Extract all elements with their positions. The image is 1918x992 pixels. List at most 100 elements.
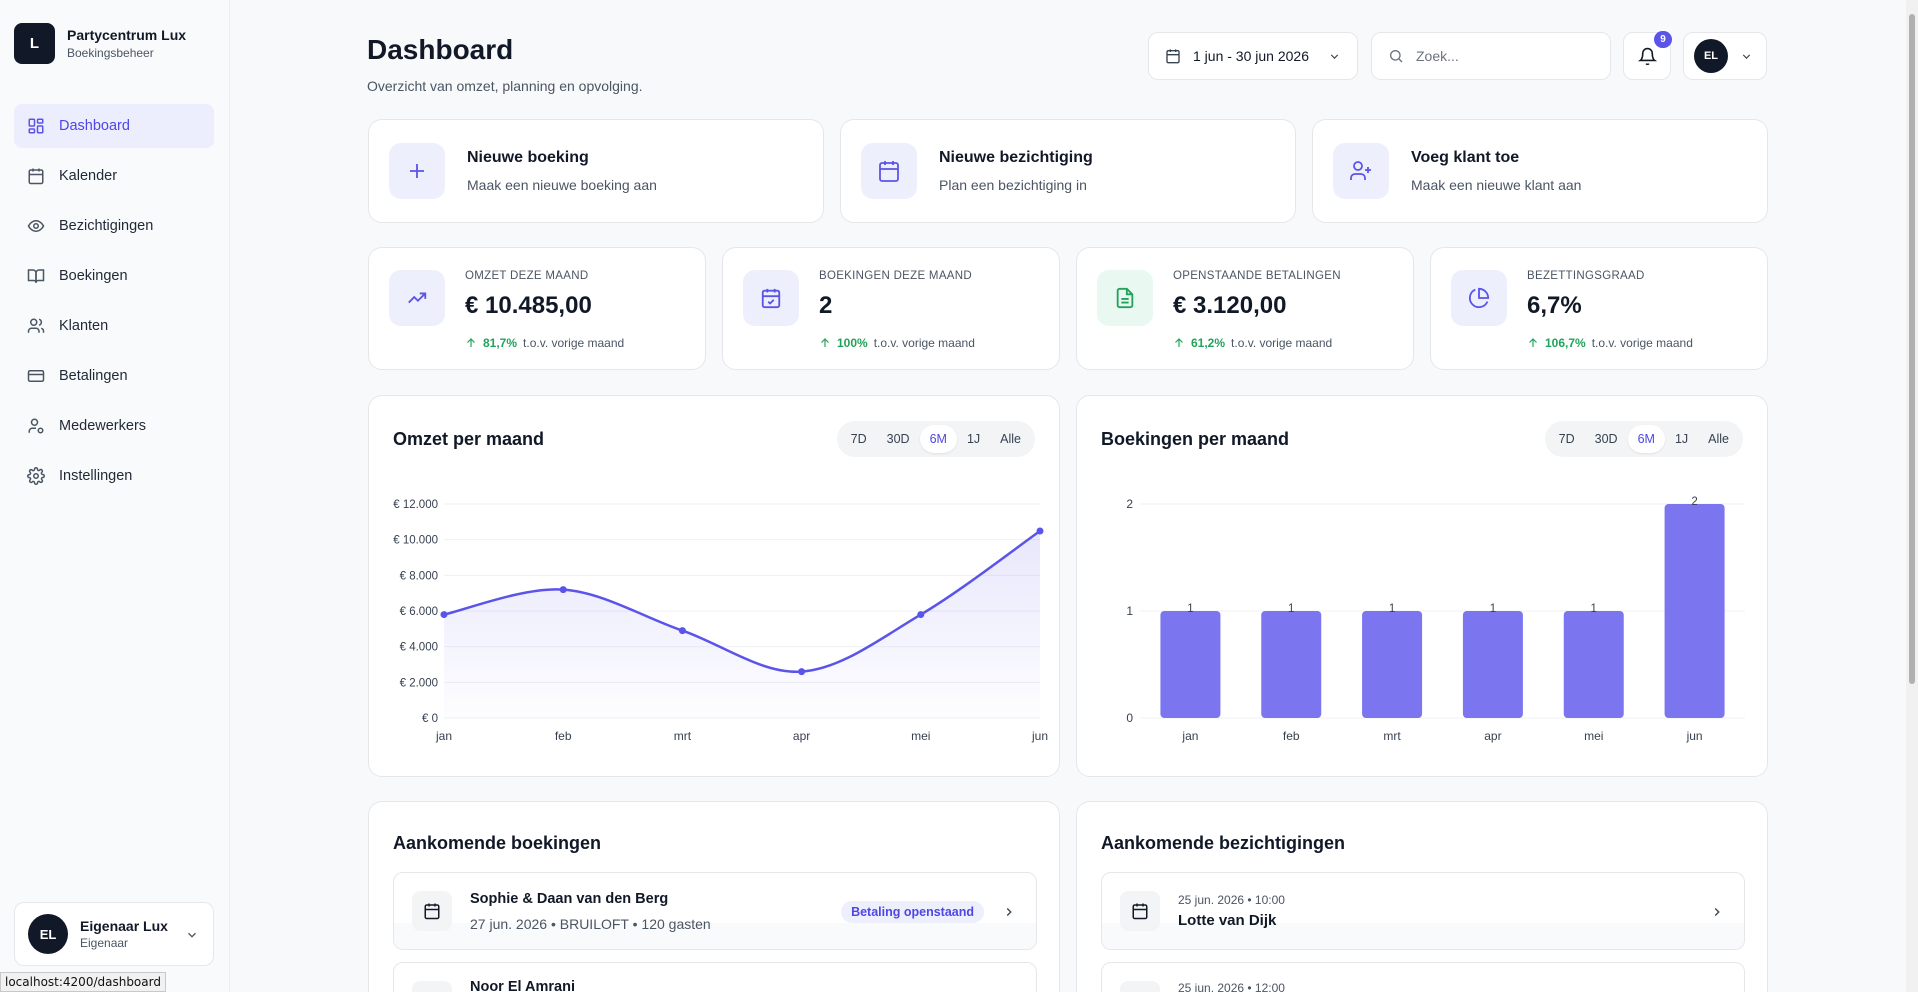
booking-name: Noor El Amrani	[470, 979, 576, 992]
chevron-right-icon	[1714, 908, 1720, 916]
x-tick-label: apr	[1484, 729, 1501, 743]
bar-data-label: 1	[1389, 603, 1395, 615]
y-tick-label: € 4.000	[400, 642, 438, 654]
y-tick-label: 1	[1126, 604, 1133, 618]
sidebar-item-label: Boekingen	[59, 268, 128, 284]
user-plus-icon	[1350, 161, 1371, 180]
kpi-note: t.o.v. vorige maand	[1231, 336, 1333, 350]
quick-action-subtitle: Plan een bezichtiging in	[939, 177, 1087, 193]
sidebar-item-label: Klanten	[59, 318, 109, 334]
quick-action-new-viewing[interactable]: Nieuwe bezichtiging Plan een bezichtigin…	[840, 119, 1296, 223]
kpi-trend: 61,2% t.o.v. vorige maand	[1173, 336, 1332, 350]
date-range-picker[interactable]: 1 jun - 30 jun 2026	[1148, 32, 1358, 80]
sidebar-item-klanten[interactable]: Klanten	[14, 304, 214, 348]
quick-action-new-booking[interactable]: Nieuwe boeking Maak een nieuwe boeking a…	[368, 119, 824, 223]
bar-data-label: 1	[1490, 603, 1496, 615]
sidebar-item-instellingen[interactable]: Instellingen	[14, 454, 214, 498]
user-cog-icon	[28, 418, 44, 434]
credit-card-icon	[27, 370, 45, 382]
bar-data-label: 1	[1187, 603, 1193, 615]
brand-logo: L	[14, 23, 55, 64]
quick-action-subtitle: Maak een nieuwe klant aan	[1411, 177, 1582, 193]
sidebar-item-medewerkers[interactable]: Medewerkers	[14, 404, 214, 448]
range-tab-7d[interactable]: 7D	[1558, 432, 1575, 446]
eye-icon	[27, 219, 45, 233]
user-name: Eigenaar Lux	[80, 918, 168, 934]
date-range-label: 1 jun - 30 jun 2026	[1193, 48, 1309, 64]
sidebar-item-bezichtigingen[interactable]: Bezichtigingen	[14, 204, 214, 248]
quick-action-add-client[interactable]: Voeg klant toe Maak een nieuwe klant aan	[1312, 119, 1768, 223]
kpi-note: t.o.v. vorige maand	[873, 336, 975, 350]
kpi-trend: 100% t.o.v. vorige maand	[819, 336, 975, 350]
chart-title: Omzet per maand	[393, 429, 545, 449]
calendar-icon	[28, 168, 44, 185]
upcoming-viewings-card: Aankomende bezichtigingen 25 jun. 2026 •…	[1076, 801, 1768, 992]
search-input[interactable]	[1416, 48, 1596, 64]
x-tick-label: apr	[793, 729, 810, 743]
quick-action-title: Nieuwe boeking	[467, 149, 589, 166]
user-menu[interactable]: EL Eigenaar Lux Eigenaar	[14, 902, 214, 966]
x-tick-label: mrt	[674, 729, 692, 743]
bar-data-label: 2	[1691, 496, 1697, 508]
status-bar-url: localhost:4200/dashboard	[0, 972, 166, 992]
notifications-button[interactable]: 9	[1623, 31, 1672, 80]
chevron-right-icon	[1006, 908, 1012, 916]
sidebar-item-boekingen[interactable]: Boekingen	[14, 254, 214, 298]
viewing-list-item[interactable]: 25 jun. 2026 • 12:00	[1101, 962, 1745, 992]
calendar-icon	[879, 161, 899, 182]
booking-list-item[interactable]: Sophie & Daan van den Berg 27 jun. 2026 …	[393, 872, 1037, 950]
notification-badge: 9	[1654, 31, 1672, 48]
sidebar-item-label: Instellingen	[59, 468, 133, 484]
book-icon	[27, 269, 45, 283]
search-box[interactable]	[1371, 32, 1611, 80]
bookings-chart-card: 0 1 2 1 jan 1 feb 1 mrt 1 apr 1 mei 2 jun Boekingen pe…	[1076, 395, 1768, 777]
bar	[1160, 611, 1221, 718]
range-tab-7d[interactable]: 7D	[850, 432, 867, 446]
sidebar-item-kalender[interactable]: Kalender	[14, 154, 214, 198]
x-tick-label: jan	[1181, 729, 1198, 743]
arrow-up-icon	[1175, 338, 1183, 347]
booking-meta: 27 jun. 2026 • BRUILOFT • 120 gasten	[470, 916, 711, 932]
kpi-value: € 3.120,00	[1173, 292, 1287, 319]
kpi-change: 81,7%	[483, 336, 518, 350]
scrollbar-thumb[interactable]	[1909, 14, 1915, 684]
sidebar-item-betalingen[interactable]: Betalingen	[14, 354, 214, 398]
y-tick-label: € 10.000	[393, 535, 438, 547]
y-tick-label: 0	[1126, 711, 1133, 725]
revenue-point	[798, 668, 806, 676]
range-tabs: 7D 30D 6M 1J Alle	[1544, 421, 1743, 457]
range-tab-alle[interactable]: Alle	[1000, 432, 1021, 446]
range-tab-1j[interactable]: 1J	[966, 432, 981, 446]
section-title: Aankomende boekingen	[393, 833, 602, 853]
revenue-point	[917, 611, 925, 619]
kpi-card-revenue: OMZET DEZE MAAND € 10.485,00 81,7% t.o.v…	[368, 247, 706, 370]
users-icon	[27, 318, 45, 333]
booking-list-item[interactable]: Noor El Amrani	[393, 962, 1037, 992]
y-tick-label: 2	[1126, 497, 1133, 511]
kpi-change: 61,2%	[1191, 336, 1226, 350]
kpi-trend: 81,7% t.o.v. vorige maand	[465, 336, 624, 350]
range-tab-6m[interactable]: 6M	[1627, 425, 1665, 453]
kpi-label: OPENSTAANDE BETALINGEN	[1173, 270, 1341, 282]
upcoming-bookings-card: Aankomende boekingen Sophie & Daan van d…	[368, 801, 1060, 992]
range-tab-6m[interactable]: 6M	[919, 425, 957, 453]
x-tick-label: feb	[1283, 729, 1300, 743]
kpi-card-outstanding: OPENSTAANDE BETALINGEN € 3.120,00 61,2% …	[1076, 247, 1414, 370]
sidebar: L Partycentrum Lux Boekingsbeheer Dashbo…	[0, 0, 230, 992]
profile-menu-button[interactable]: EL	[1683, 32, 1767, 80]
sidebar-item-label: Medewerkers	[59, 418, 147, 434]
sidebar-item-dashboard[interactable]: Dashboard	[14, 104, 214, 148]
y-tick-label: € 8.000	[400, 570, 438, 582]
bar	[1261, 611, 1322, 718]
range-tab-alle[interactable]: Alle	[1708, 432, 1729, 446]
dashboard-icon	[28, 118, 44, 134]
calendar-icon	[424, 903, 440, 920]
viewing-list-item[interactable]: 25 jun. 2026 • 10:00 Lotte van Dijk	[1101, 872, 1745, 950]
range-tab-1j[interactable]: 1J	[1674, 432, 1689, 446]
bar	[1664, 504, 1725, 718]
range-tab-30d[interactable]: 30D	[886, 432, 910, 446]
page-scrollbar[interactable]	[1906, 0, 1918, 992]
section-title: Aankomende bezichtigingen	[1101, 833, 1346, 853]
kpi-change: 100%	[837, 336, 868, 350]
range-tab-30d[interactable]: 30D	[1594, 432, 1618, 446]
